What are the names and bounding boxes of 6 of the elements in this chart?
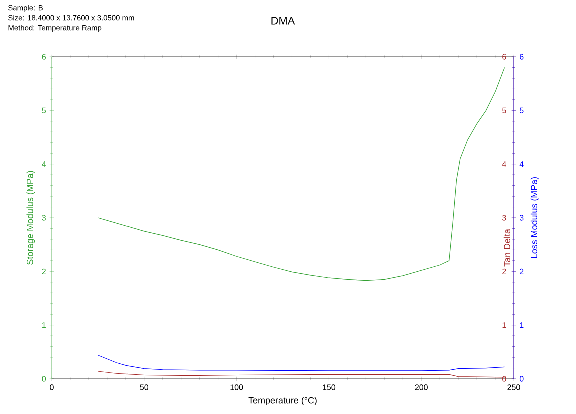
x-axis-title: Temperature (°C) <box>248 397 317 406</box>
y2-axis-title: Loss Modulus (MPa) <box>530 177 540 258</box>
y-axis-title: Storage Modulus (MPa) <box>26 171 36 265</box>
y3-axis-title: Tan Delta <box>504 229 510 267</box>
chart-title: DMA <box>272 17 296 25</box>
line-series <box>98 355 506 372</box>
